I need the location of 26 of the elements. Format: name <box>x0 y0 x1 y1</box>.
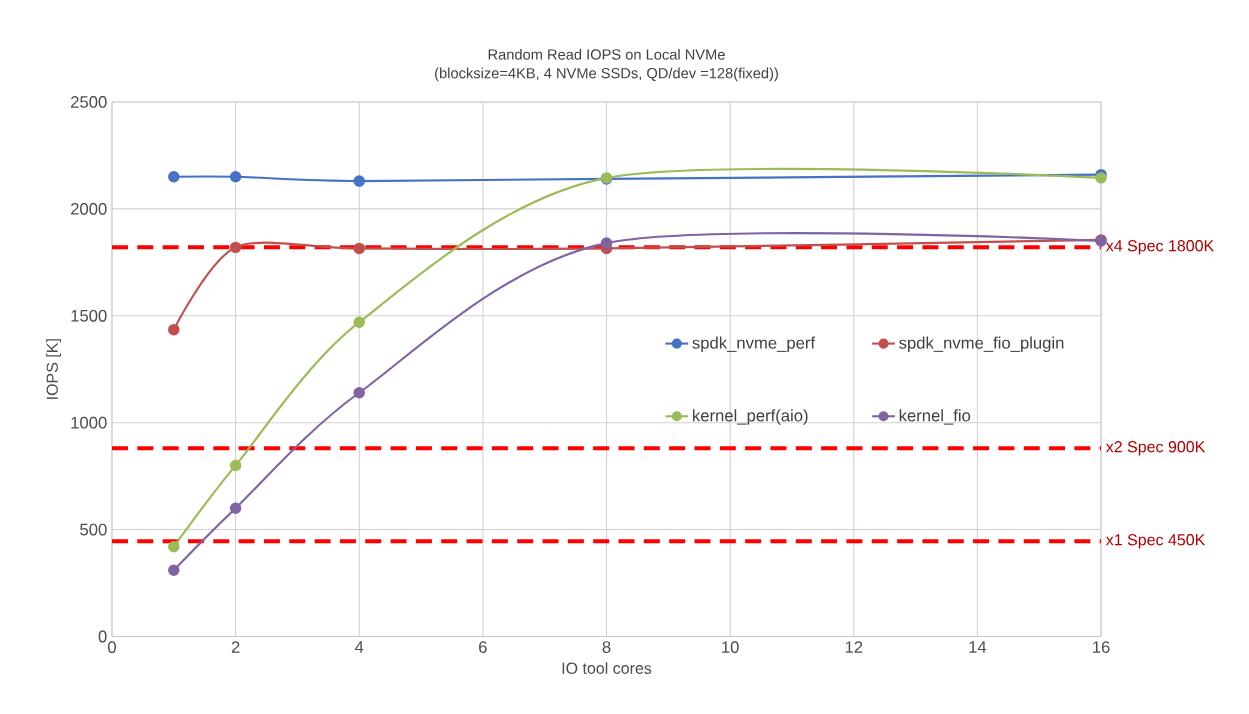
ref-line-label: x2 Spec 900K <box>1105 440 1206 456</box>
x-tick-label: 6 <box>479 640 487 653</box>
chart-title: Random Read IOPS on Local NVMe <box>488 48 725 60</box>
y-tick-label: 500 <box>80 523 107 536</box>
legend-label: spdk_nvme_fio_plugin <box>899 336 1064 352</box>
x-axis-title: IO tool cores <box>562 661 652 674</box>
x-tick-label: 8 <box>602 640 611 653</box>
x-tick-label: 10 <box>722 640 739 653</box>
x-tick-label: 4 <box>354 640 364 653</box>
y-axis-title: IOPS [K] <box>46 339 62 399</box>
ref-line-label: x4 Spec 1800K <box>1105 239 1215 255</box>
y-tick-label: 0 <box>98 630 107 643</box>
x-tick-label: 16 <box>1093 640 1110 653</box>
y-tick-label: 2000 <box>71 202 107 215</box>
legend-label: kernel_fio <box>899 409 971 425</box>
y-tick-label: 2500 <box>71 95 107 108</box>
x-tick-label: 2 <box>231 640 240 653</box>
y-tick-label: 1000 <box>71 416 107 429</box>
chart-subtitle: (blocksize=4KB, 4 NVMe SSDs, QD/dev =128(fixed)) <box>435 67 778 82</box>
x-tick-label: 0 <box>107 640 116 653</box>
legend-label: spdk_nvme_perf <box>692 336 816 352</box>
x-tick-label: 14 <box>969 640 987 653</box>
legend-label: kernel_perf(aio) <box>693 409 808 425</box>
ref-line-label: x1 Spec 450K <box>1105 533 1206 549</box>
x-tick-label: 12 <box>845 640 863 653</box>
y-tick-label: 1500 <box>71 309 107 322</box>
